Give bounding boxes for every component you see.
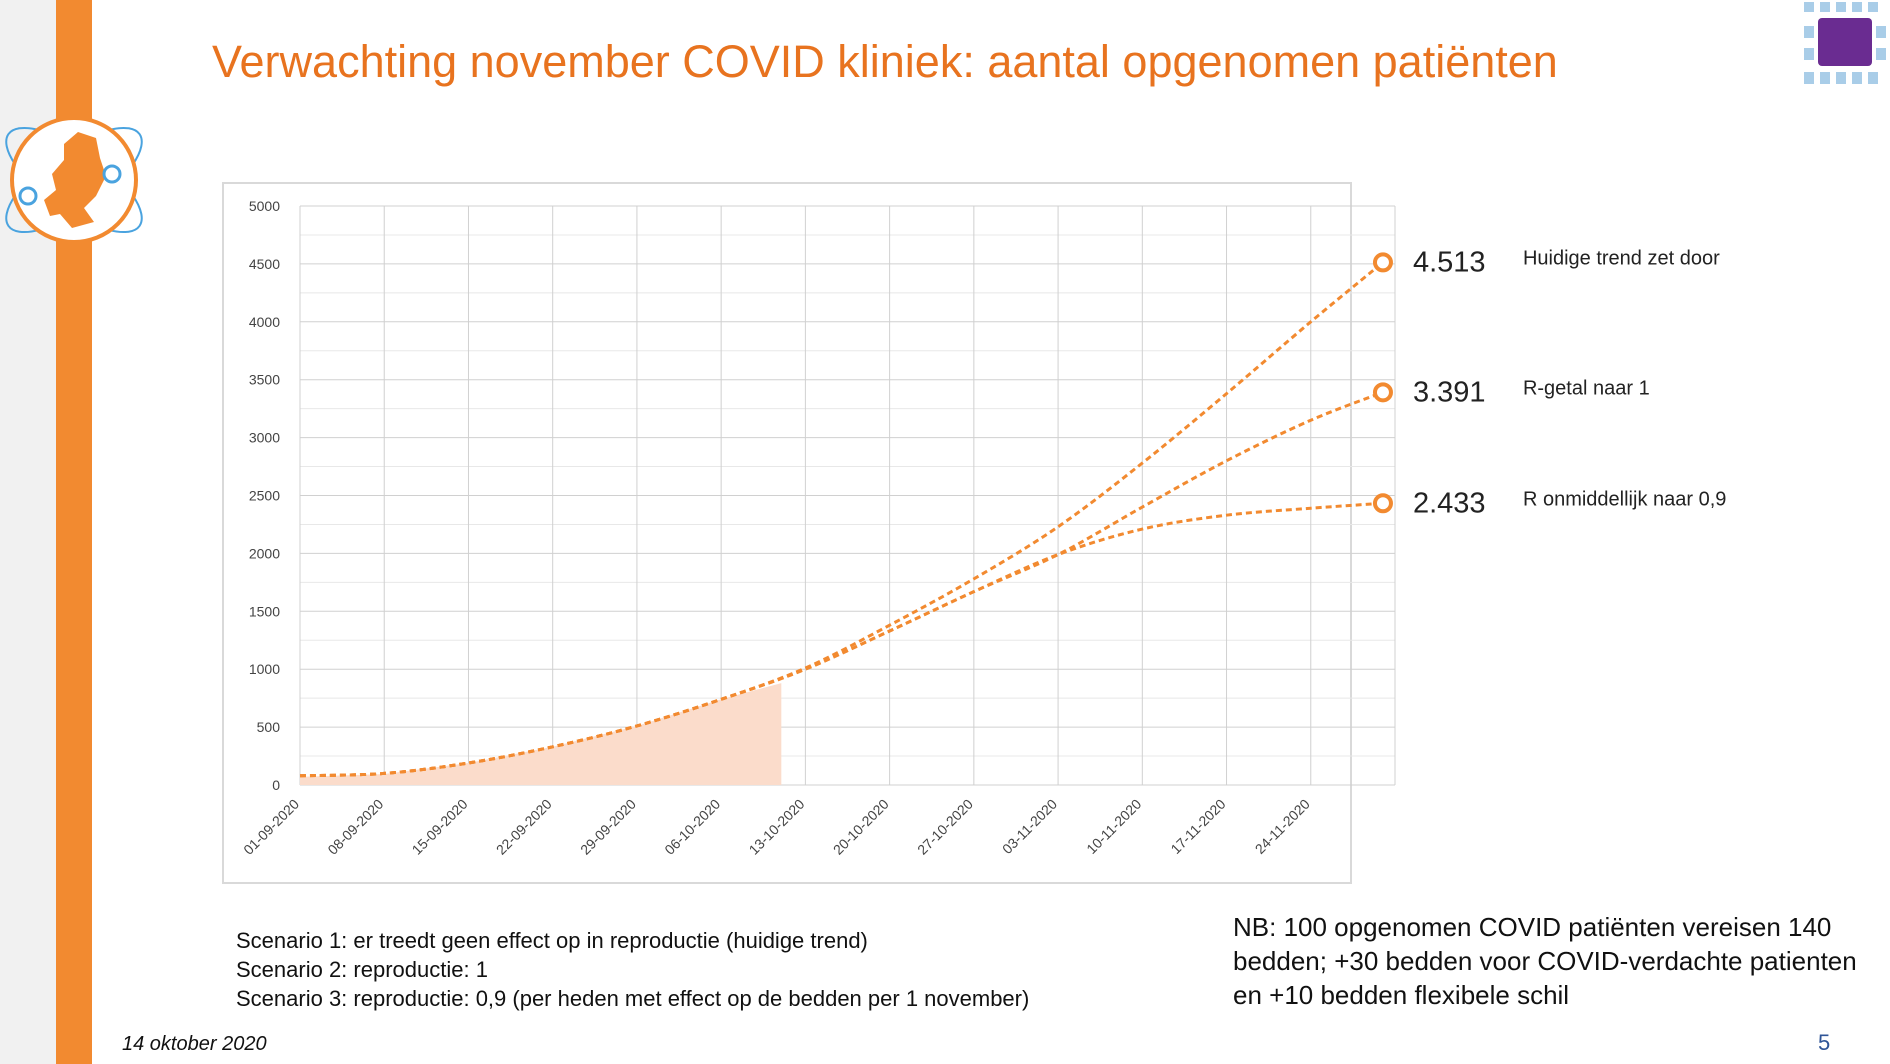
scenario-3-text: Scenario 3: reproductie: 0,9 (per heden … [236,986,1030,1011]
slide-date: 14 oktober 2020 [122,1033,267,1055]
x-tick-label: 22-09-2020 [493,796,555,858]
x-tick-label: 13-10-2020 [746,796,808,858]
y-tick-label: 2000 [249,545,280,561]
annotation-scenario-1: Huidige trend zet door [1523,247,1720,269]
netherlands-globe-logo [5,116,143,244]
observed-area [300,683,782,785]
y-tick-label: 4500 [249,256,280,272]
series-line-scenario-1 [299,261,1384,778]
y-tick-label: 1000 [249,661,280,677]
x-tick-label: 08-09-2020 [324,796,386,858]
x-tick-label: 24-11-2020 [1252,796,1313,857]
annotation-scenario-2: R-getal naar 1 [1523,377,1650,399]
end-point-marker [1372,382,1393,403]
x-tick-label: 20-10-2020 [830,796,892,858]
y-tick-label: 3000 [249,430,280,446]
y-tick-label: 0 [272,777,280,793]
x-tick-label: 17-11-2020 [1167,796,1228,857]
annotation-scenario-3: R onmiddellijk naar 0,9 [1523,488,1726,510]
page-number: 5 [1818,1030,1831,1055]
x-tick-label: 27-10-2020 [914,796,976,858]
x-tick-label: 01-09-2020 [240,796,302,858]
y-tick-label: 3500 [249,372,280,388]
y-tick-label: 4000 [249,314,280,330]
x-tick-label: 29-09-2020 [577,796,639,858]
scenario-list: Scenario 1: er treedt geen effect op in … [236,926,1029,1013]
beds-note: NB: 100 opgenomen COVID patiënten vereis… [1233,912,1857,1010]
x-tick-label: 03-11-2020 [999,796,1060,857]
chart-frame [222,182,1352,884]
y-tick-label: 2500 [249,488,280,504]
end-point-marker [1372,252,1393,273]
x-tick-label: 06-10-2020 [661,796,723,858]
value-label-scenario-1: 4.513 [1413,246,1486,278]
scenario-2-text: Scenario 2: reproductie: 1 [236,957,488,982]
x-tick-label: 15-09-2020 [409,796,471,858]
end-point-marker [1372,493,1393,514]
y-tick-label: 500 [257,719,281,735]
series-line-scenario-2 [299,390,1384,778]
series-line-scenario-3 [299,501,1384,778]
slide-title: Verwachting november COVID kliniek: aant… [212,36,1558,87]
x-tick-label: 10-11-2020 [1083,796,1144,857]
value-label-scenario-2: 3.391 [1413,376,1486,408]
value-label-scenario-3: 2.433 [1413,487,1486,519]
y-tick-label: 5000 [249,198,280,214]
y-tick-label: 1500 [249,603,280,619]
hospital-logo [1804,2,1886,84]
scenario-1-text: Scenario 1: er treedt geen effect op in … [236,928,868,953]
